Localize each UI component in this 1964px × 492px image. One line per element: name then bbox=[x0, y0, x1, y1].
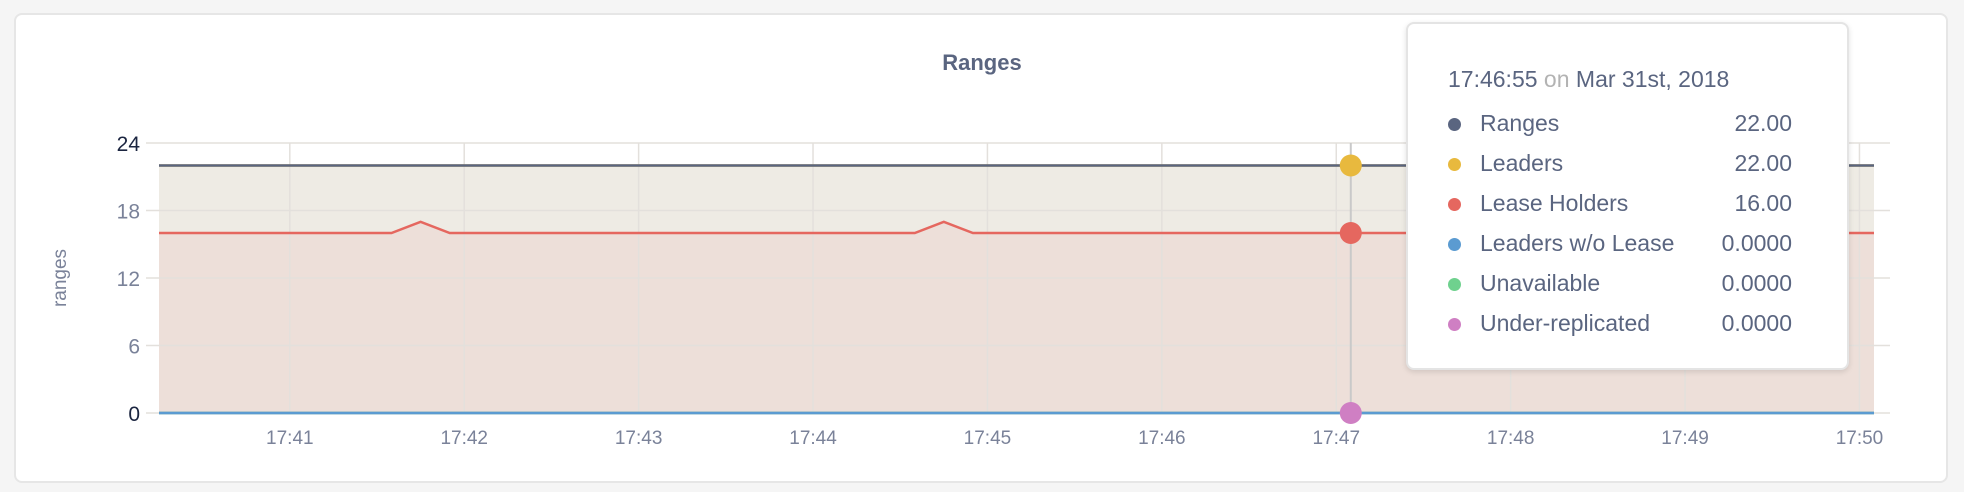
tooltip-series-value: 0.0000 bbox=[1721, 310, 1792, 336]
tooltip-series-label: Under-replicated bbox=[1480, 310, 1651, 336]
hover-marker-under-replicated bbox=[1339, 402, 1362, 424]
y-tick-label: 18 bbox=[117, 201, 140, 224]
tooltip-row: Ranges 22.00 bbox=[1448, 110, 1792, 140]
x-tick-label: 17:44 bbox=[789, 428, 837, 449]
series-dot-icon bbox=[1448, 118, 1461, 131]
tooltip-series-label: Leaders w/o Lease bbox=[1480, 230, 1675, 256]
tooltip-series-value: 22.00 bbox=[1734, 110, 1792, 136]
tooltip-series-value: 0.0000 bbox=[1721, 230, 1792, 256]
y-tick-label: 24 bbox=[117, 133, 141, 156]
y-tick-label: 12 bbox=[117, 268, 140, 291]
tooltip-row: Leaders 22.00 bbox=[1448, 150, 1792, 180]
tooltip-series-label: Lease Holders bbox=[1480, 190, 1629, 216]
tooltip-series-value: 22.00 bbox=[1734, 150, 1792, 176]
tooltip-time: 17:46:55 bbox=[1448, 66, 1538, 92]
series-dot-icon bbox=[1448, 318, 1461, 331]
x-tick-label: 17:49 bbox=[1661, 428, 1709, 449]
tooltip-row: Unavailable 0.0000 bbox=[1448, 270, 1792, 300]
tooltip-on: on bbox=[1543, 66, 1570, 92]
x-tick-label: 17:46 bbox=[1138, 428, 1186, 449]
tooltip-row: Leaders w/o Lease 0.0000 bbox=[1448, 230, 1792, 260]
x-tick-label: 17:43 bbox=[615, 428, 663, 449]
series-line-lease-holders bbox=[159, 220, 1874, 235]
tooltip-series-value: 0.0000 bbox=[1721, 270, 1792, 296]
tooltip-series-label: Ranges bbox=[1480, 110, 1560, 136]
series-dot-icon bbox=[1448, 278, 1461, 291]
chart-title: Ranges bbox=[942, 50, 1022, 75]
hover-marker-lease-holders bbox=[1339, 222, 1362, 244]
x-tick-label: 17:47 bbox=[1312, 428, 1360, 449]
x-tick-label: 17:50 bbox=[1836, 428, 1884, 449]
y-axis-label: ranges bbox=[50, 249, 71, 307]
y-tick-label: 6 bbox=[128, 336, 140, 359]
x-tick-label: 17:45 bbox=[964, 428, 1012, 449]
x-tick-label: 17:42 bbox=[440, 428, 488, 449]
hover-tooltip: 17:46:55 on Mar 31st, 2018 Ranges 22.00 Le… bbox=[1406, 22, 1849, 370]
tooltip-row: Under-replicated 0.0000 bbox=[1448, 310, 1792, 340]
y-tick-label: 0 bbox=[128, 403, 140, 426]
tooltip-series-label: Leaders bbox=[1480, 150, 1564, 176]
tooltip-date: Mar 31st, 2018 bbox=[1575, 66, 1730, 92]
series-dot-icon bbox=[1448, 198, 1461, 211]
tooltip-row: Lease Holders 16.00 bbox=[1448, 190, 1792, 220]
tooltip-series-label: Unavailable bbox=[1480, 270, 1601, 296]
tooltip-series-value: 16.00 bbox=[1734, 190, 1792, 216]
series-dot-icon bbox=[1448, 158, 1461, 171]
hover-marker-leaders bbox=[1339, 154, 1362, 177]
x-tick-label: 17:41 bbox=[266, 428, 314, 449]
series-dot-icon bbox=[1448, 238, 1461, 251]
x-tick-label: 17:48 bbox=[1487, 428, 1535, 449]
tooltip-header: 17:46:55 on Mar 31st, 2018 bbox=[1448, 66, 1729, 93]
